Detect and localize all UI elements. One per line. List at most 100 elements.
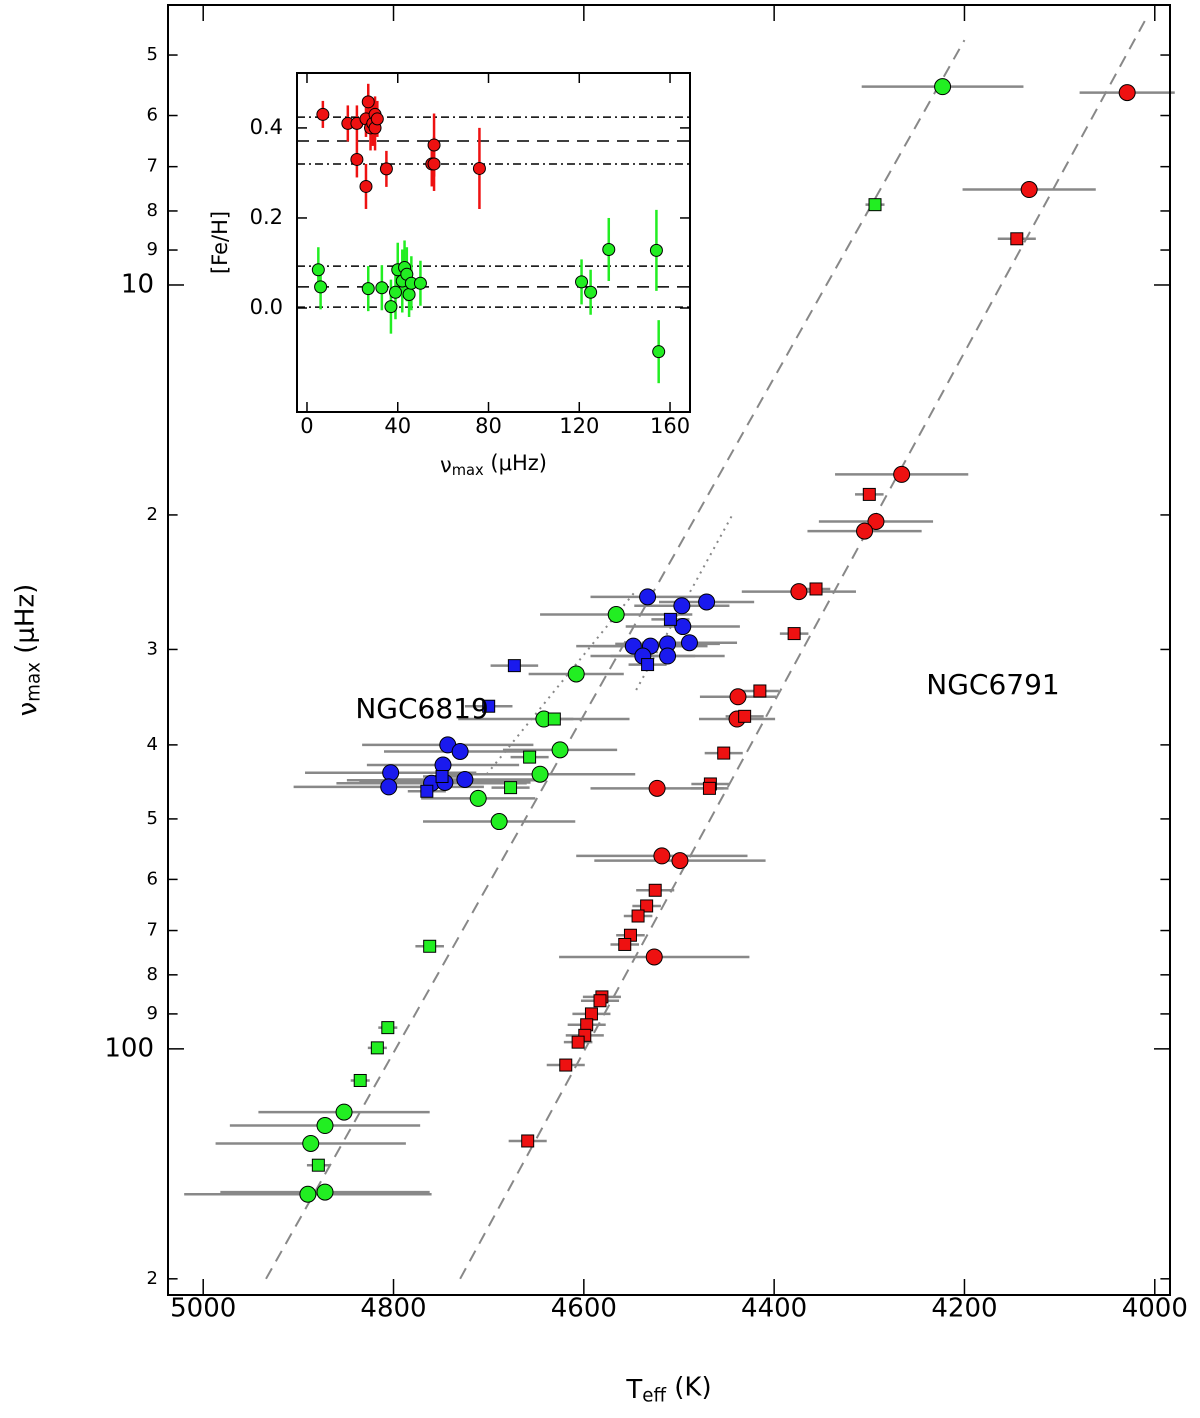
y-tick-label: 4: [147, 734, 158, 755]
marker: [370, 112, 384, 126]
x-tick-label: 160: [650, 414, 690, 438]
marker: [361, 95, 375, 109]
marker: [379, 162, 393, 176]
marker: [402, 287, 416, 301]
marker: [717, 746, 731, 760]
marker: [316, 1183, 334, 1201]
marker: [361, 282, 375, 296]
marker: [523, 750, 537, 764]
x-tick-label: 80: [475, 414, 502, 438]
marker: [350, 152, 364, 166]
marker: [641, 658, 655, 672]
annotation: NGC6791: [926, 668, 1059, 701]
marker: [435, 770, 449, 784]
fit-line: [635, 512, 735, 691]
marker: [862, 487, 876, 501]
y-tick-label: 10: [121, 269, 154, 299]
y-axis-label-suffix: (μHz): [10, 584, 40, 662]
marker: [302, 1134, 320, 1152]
y-tick-label: 8: [147, 964, 158, 985]
x-axis-label: Teff (K): [625, 1372, 711, 1407]
y-tick-label: 6: [147, 868, 158, 889]
marker: [659, 647, 677, 665]
y-tick-label: 5: [147, 44, 158, 65]
y-tick-label: 9: [147, 239, 158, 260]
marker: [680, 634, 698, 652]
marker: [427, 138, 441, 152]
marker: [653, 847, 671, 865]
marker: [380, 778, 398, 796]
plot-frame: [296, 72, 691, 413]
x-axis-label-subscript: eff: [642, 1385, 666, 1406]
marker: [738, 709, 752, 723]
marker: [639, 588, 657, 606]
y-tick-label: 0.2: [250, 205, 283, 229]
x-tick-label: 5000: [170, 1294, 236, 1324]
marker: [507, 659, 521, 673]
marker: [809, 582, 823, 596]
marker: [370, 1041, 384, 1055]
marker: [607, 605, 625, 623]
marker: [575, 275, 589, 289]
marker: [469, 789, 487, 807]
marker: [671, 852, 689, 870]
y-tick-label: 9: [147, 1003, 158, 1024]
marker: [584, 285, 598, 299]
x-tick-label: 4000: [1122, 1294, 1188, 1324]
marker: [648, 779, 666, 797]
marker: [382, 764, 400, 782]
marker: [729, 688, 747, 706]
marker: [702, 781, 716, 795]
marker: [335, 1103, 353, 1121]
marker: [856, 522, 874, 540]
y-axis-label: [Fe/H]: [208, 211, 232, 274]
marker: [645, 948, 663, 966]
x-axis-label-suffix: (μHz): [484, 451, 547, 475]
y-tick-label: 7: [147, 156, 158, 177]
marker: [316, 1117, 334, 1135]
marker: [649, 243, 663, 257]
y-tick-label: 7: [147, 920, 158, 941]
marker: [673, 597, 691, 615]
marker: [388, 285, 402, 299]
marker: [584, 1007, 598, 1021]
marker: [934, 78, 952, 96]
fit-line: [265, 39, 966, 1280]
y-tick-label: 6: [147, 105, 158, 126]
marker: [531, 765, 549, 783]
marker: [1010, 232, 1024, 246]
marker: [571, 1035, 585, 1049]
x-tick-label: 40: [384, 414, 411, 438]
x-axis-label-symbol: ν: [440, 453, 452, 477]
marker: [640, 899, 654, 913]
marker: [490, 813, 508, 831]
marker: [1118, 84, 1136, 102]
y-axis-label-symbol: ν: [13, 702, 43, 717]
marker: [420, 784, 434, 798]
y-tick-label: 100: [104, 1033, 154, 1063]
marker: [893, 465, 911, 483]
marker: [567, 665, 585, 683]
marker: [521, 1134, 535, 1148]
marker: [451, 742, 469, 760]
plot-area: [297, 73, 690, 412]
marker: [674, 618, 692, 636]
x-axis-label-subscript: max: [452, 462, 484, 479]
x-axis-label-suffix: (K): [666, 1372, 712, 1402]
marker: [456, 771, 474, 789]
marker: [618, 937, 632, 951]
annotation: NGC6819: [355, 692, 488, 725]
y-tick-label: 2: [147, 1268, 158, 1289]
marker: [631, 909, 645, 923]
marker: [593, 994, 607, 1008]
x-axis-label: νmax (μHz): [440, 451, 547, 479]
y-tick-label: 2: [147, 504, 158, 525]
marker: [753, 684, 767, 698]
y-axis-label-subscript: max: [23, 662, 44, 702]
marker: [427, 157, 441, 171]
marker: [547, 712, 561, 726]
marker: [381, 1021, 395, 1035]
marker: [648, 883, 662, 897]
marker: [698, 593, 716, 611]
